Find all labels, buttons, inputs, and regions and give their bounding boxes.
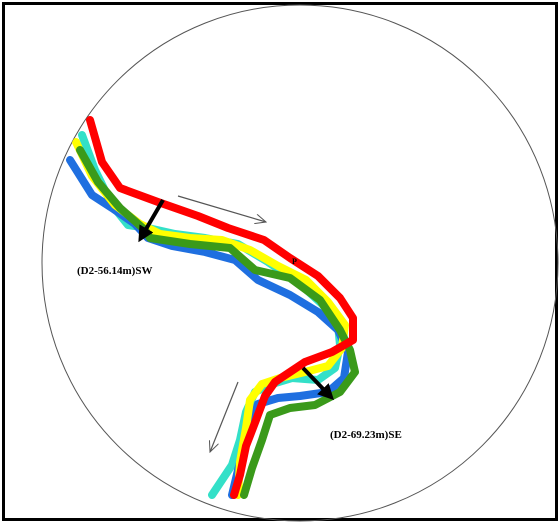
displacement-arrow-se [301,366,334,401]
river-line-red [86,116,357,499]
flow-arrow-lower [210,381,239,452]
point-label: P [292,257,297,266]
annotation-sw: (D2-56.14m)SW [77,265,152,277]
study-area-circle [41,4,559,522]
river-line-green [76,146,359,499]
river-line-blue [66,156,352,499]
displacement-arrow-sw [138,198,165,243]
annotation-se: (D2-69.23m)SE [330,429,402,441]
flow-arrow-upper [177,195,266,222]
river-line-yellow [72,138,349,499]
